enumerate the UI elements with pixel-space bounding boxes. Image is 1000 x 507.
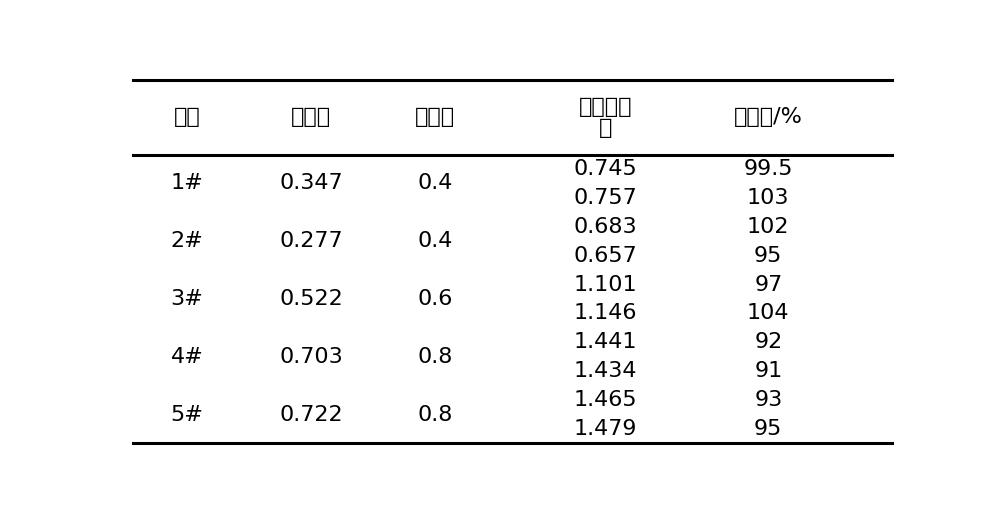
Text: 值: 值 [599, 118, 612, 138]
Text: 2#: 2# [171, 231, 203, 251]
Text: 加标量: 加标量 [415, 107, 455, 127]
Text: 102: 102 [747, 217, 790, 237]
Text: 1.479: 1.479 [574, 419, 637, 439]
Text: 4#: 4# [171, 347, 203, 367]
Text: 1.434: 1.434 [574, 361, 637, 381]
Text: 0.8: 0.8 [417, 405, 453, 424]
Text: 0.722: 0.722 [279, 405, 343, 424]
Text: 0.277: 0.277 [279, 231, 343, 251]
Text: 99.5: 99.5 [744, 159, 793, 179]
Text: 5#: 5# [170, 405, 204, 424]
Text: 3#: 3# [171, 289, 203, 309]
Text: 0.4: 0.4 [417, 231, 453, 251]
Text: 0.745: 0.745 [574, 159, 637, 179]
Text: 1#: 1# [171, 173, 203, 194]
Text: 样品: 样品 [174, 107, 200, 127]
Text: 0.657: 0.657 [574, 246, 637, 266]
Text: 1.101: 1.101 [574, 274, 637, 295]
Text: 1.146: 1.146 [574, 303, 637, 323]
Text: 回收率/%: 回收率/% [734, 107, 803, 127]
Text: 0.4: 0.4 [417, 173, 453, 194]
Text: 95: 95 [754, 246, 782, 266]
Text: 1.465: 1.465 [574, 390, 637, 410]
Text: 0.703: 0.703 [279, 347, 343, 367]
Text: 93: 93 [754, 390, 782, 410]
Text: 测定值: 测定值 [291, 107, 331, 127]
Text: 103: 103 [747, 188, 790, 208]
Text: 91: 91 [754, 361, 782, 381]
Text: 104: 104 [747, 303, 790, 323]
Text: 0.8: 0.8 [417, 347, 453, 367]
Text: 1.441: 1.441 [574, 332, 637, 352]
Text: 0.347: 0.347 [279, 173, 343, 194]
Text: 97: 97 [754, 274, 782, 295]
Text: 0.757: 0.757 [574, 188, 637, 208]
Text: 0.522: 0.522 [279, 289, 343, 309]
Text: 0.6: 0.6 [417, 289, 453, 309]
Text: 95: 95 [754, 419, 782, 439]
Text: 92: 92 [754, 332, 782, 352]
Text: 加标测定: 加标测定 [579, 97, 632, 117]
Text: 0.683: 0.683 [574, 217, 637, 237]
